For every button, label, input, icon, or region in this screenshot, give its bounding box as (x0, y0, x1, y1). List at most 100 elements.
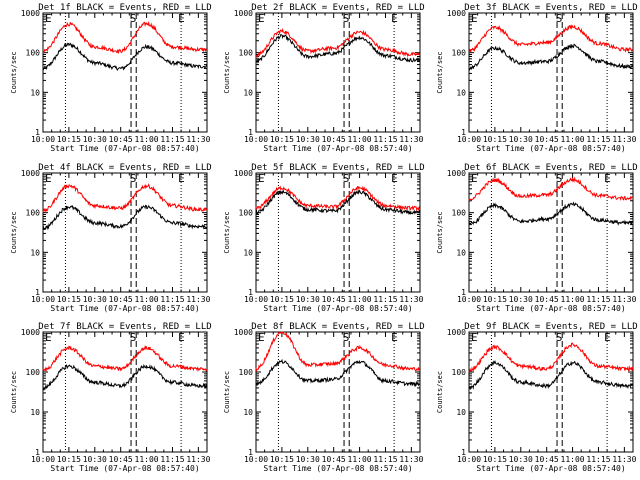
marker-label-s: S (343, 12, 350, 25)
plot-frame (255, 331, 421, 453)
marker-label-e: E (604, 12, 611, 25)
marker-label-s: S (343, 331, 350, 344)
y-tick-label: 1000 (21, 169, 40, 178)
x-tick-label: 10:15 (483, 455, 507, 464)
x-axis-label: Start Time (07-Apr-08 08:57:40) (476, 144, 625, 153)
y-tick-label: 10 (30, 88, 40, 97)
x-tick-label: 11:30 (186, 295, 210, 304)
y-tick-label: 100 (452, 49, 467, 58)
chart-title: Det 4f BLACK = Events, RED = LLD (38, 163, 211, 173)
x-tick-label: 11:30 (186, 455, 210, 464)
x-tick-label: 10:00 (31, 455, 55, 464)
marker-label-e: E (471, 331, 478, 344)
x-axis-label: Start Time (07-Apr-08 08:57:40) (263, 304, 412, 313)
y-tick-label: 1 (461, 128, 466, 137)
x-tick-label: 10:45 (322, 455, 346, 464)
y-tick-label: 10 (243, 88, 253, 97)
series-line-lld (42, 20, 208, 55)
series-line-lld (468, 24, 634, 54)
y-axis-label: Counts/sec (10, 371, 18, 413)
series-line-events (468, 359, 634, 391)
series-line-events (468, 201, 634, 226)
plot-frame (468, 331, 634, 453)
x-tick-label: 10:00 (457, 455, 481, 464)
series-line-events (255, 189, 421, 216)
x-tick-label: 10:00 (244, 135, 268, 144)
chart-panel-5: Det 5f BLACK = Events, RED = LLD 1 10 100 10… (223, 163, 425, 313)
marker-label-s: S (343, 172, 350, 185)
y-axis-label: Counts/sec (436, 371, 444, 413)
y-tick-label: 100 (239, 49, 254, 58)
marker-label-e: E (45, 172, 52, 185)
x-tick-label: 11:00 (561, 295, 585, 304)
chart-title: Det 6f BLACK = Events, RED = LLD (464, 163, 637, 173)
plot-frame (255, 172, 421, 293)
x-tick-label: 11:30 (186, 135, 210, 144)
y-tick-label: 100 (26, 49, 41, 58)
chart-panel-8: Det 8f BLACK = Events, RED = LLD 1 10 100 10… (223, 322, 425, 473)
marker-label-e: E (45, 331, 52, 344)
chart-title: Det 7f BLACK = Events, RED = LLD (38, 322, 211, 332)
marker-label-e: E (178, 172, 185, 185)
x-tick-label: 10:00 (31, 135, 55, 144)
series-line-events (42, 204, 208, 231)
marker-label-e: E (178, 12, 185, 25)
y-tick-label: 1 (461, 288, 466, 297)
x-tick-label: 11:00 (135, 455, 159, 464)
x-tick-label: 10:30 (296, 295, 320, 304)
series-line-events (468, 43, 634, 71)
x-tick-label: 10:30 (296, 135, 320, 144)
series-line-lld (468, 342, 634, 373)
series-line-lld (255, 185, 421, 212)
chart-title: Det 9f BLACK = Events, RED = LLD (464, 322, 637, 332)
x-tick-label: 10:30 (83, 455, 107, 464)
x-tick-label: 10:45 (535, 455, 559, 464)
x-tick-label: 11:30 (612, 455, 636, 464)
y-tick-label: 1 (248, 288, 253, 297)
x-tick-label: 10:45 (109, 455, 133, 464)
x-tick-label: 10:30 (509, 455, 533, 464)
y-tick-label: 1 (248, 128, 253, 137)
x-tick-label: 10:15 (57, 455, 81, 464)
x-tick-label: 10:45 (322, 135, 346, 144)
x-axis-label: Start Time (07-Apr-08 08:57:40) (476, 304, 625, 313)
y-tick-label: 10 (30, 248, 40, 257)
marker-label-e: E (258, 12, 265, 25)
plot-frame (468, 12, 634, 133)
marker-label-e: E (471, 12, 478, 25)
x-axis-label: Start Time (07-Apr-08 08:57:40) (263, 464, 412, 473)
chart-title: Det 3f BLACK = Events, RED = LLD (464, 3, 637, 13)
y-axis-label: Counts/sec (10, 51, 18, 93)
x-tick-label: 10:15 (270, 135, 294, 144)
x-tick-label: 10:30 (509, 135, 533, 144)
x-tick-label: 10:00 (457, 295, 481, 304)
y-tick-label: 1000 (234, 9, 253, 18)
marker-label-e: E (178, 331, 185, 344)
chart-panel-7: Det 7f BLACK = Events, RED = LLD 1 10 100 10… (10, 322, 212, 473)
y-tick-label: 100 (239, 368, 254, 377)
chart-title: Det 2f BLACK = Events, RED = LLD (251, 3, 424, 13)
chart-title: Det 8f BLACK = Events, RED = LLD (251, 322, 424, 332)
x-tick-label: 11:30 (399, 295, 423, 304)
y-tick-label: 1 (35, 288, 40, 297)
y-tick-label: 1000 (21, 9, 40, 18)
x-tick-label: 11:00 (348, 295, 372, 304)
marker-label-s: S (556, 172, 563, 185)
marker-label-e: E (45, 12, 52, 25)
y-tick-label: 1000 (447, 169, 466, 178)
marker-label-s: S (130, 12, 137, 25)
x-axis-label: Start Time (07-Apr-08 08:57:40) (263, 144, 412, 153)
y-tick-label: 10 (243, 408, 253, 417)
marker-label-s: S (130, 331, 137, 344)
x-tick-label: 10:15 (57, 295, 81, 304)
x-tick-label: 10:30 (509, 295, 533, 304)
y-tick-label: 1000 (234, 169, 253, 178)
chart-panel-6: Det 6f BLACK = Events, RED = LLD 1 10 100 10… (436, 163, 638, 313)
series-line-events (42, 42, 208, 71)
y-tick-label: 100 (452, 209, 467, 218)
chart-title: Det 1f BLACK = Events, RED = LLD (38, 3, 211, 13)
marker-label-e: E (258, 331, 265, 344)
series-line-lld (42, 183, 208, 213)
series-line-lld (42, 344, 208, 373)
x-tick-label: 11:15 (373, 295, 397, 304)
